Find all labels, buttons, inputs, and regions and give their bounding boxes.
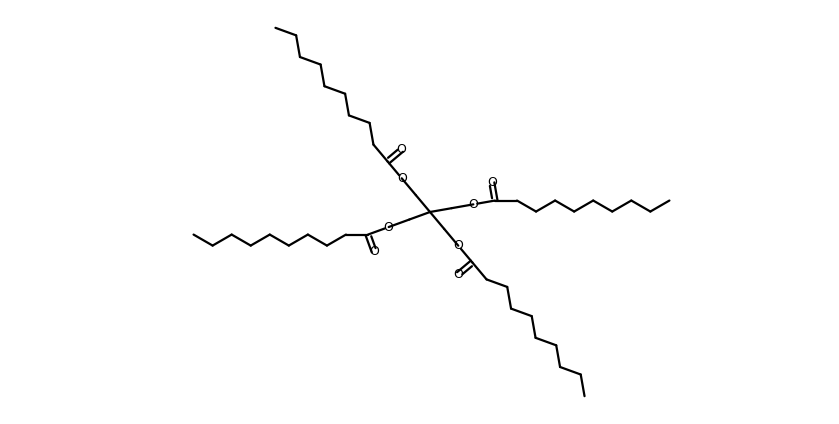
Text: O: O <box>383 220 393 234</box>
Text: O: O <box>487 176 497 189</box>
Text: O: O <box>397 172 407 185</box>
Text: O: O <box>453 239 463 252</box>
Text: O: O <box>396 143 406 156</box>
Text: O: O <box>468 198 478 211</box>
Text: O: O <box>454 268 464 281</box>
Text: O: O <box>369 245 379 258</box>
